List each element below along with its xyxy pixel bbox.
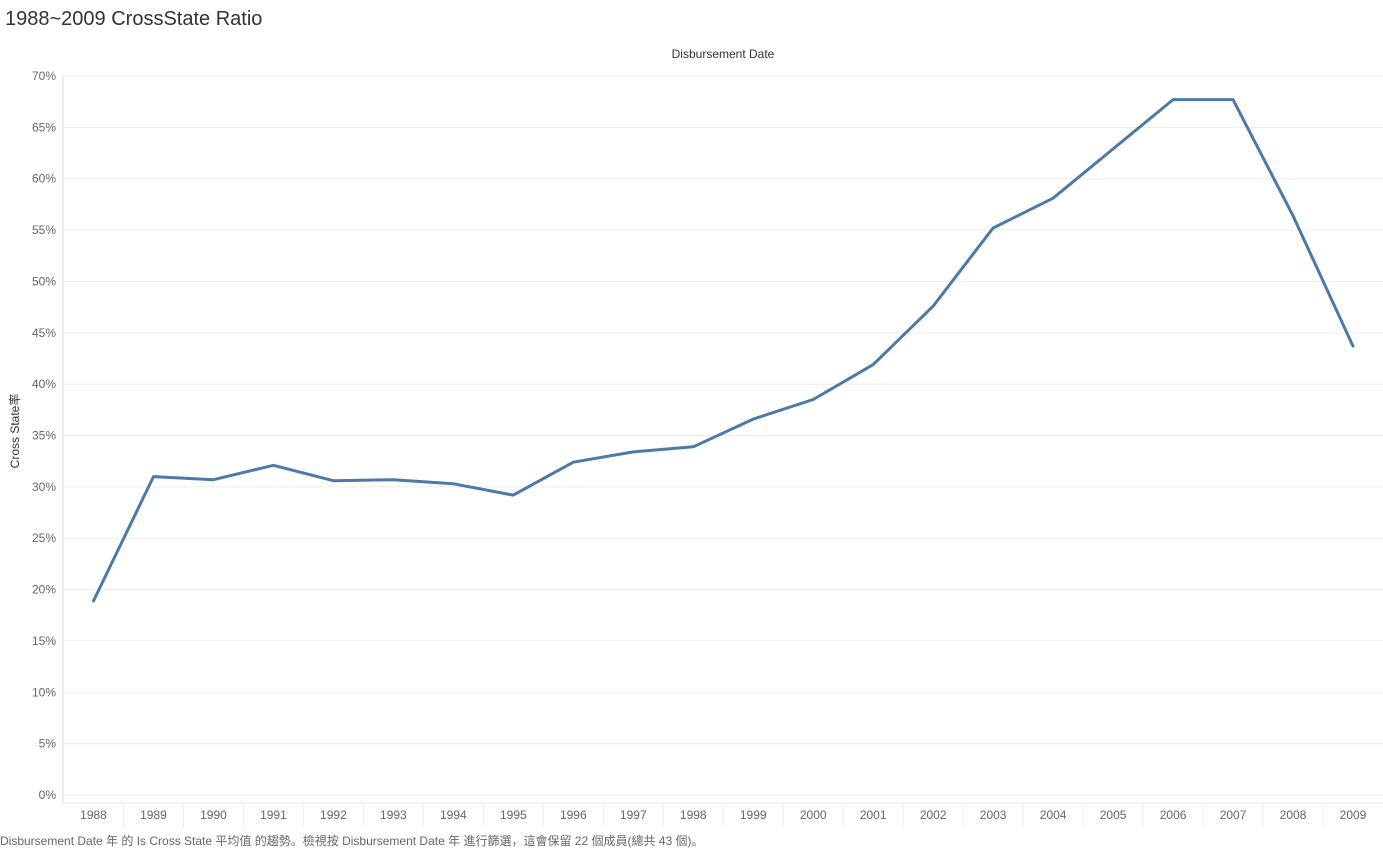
data-point[interactable] [567,456,579,468]
x-tick-label: 1997 [620,808,647,822]
data-point[interactable] [207,474,219,486]
x-tick-label: 2000 [800,808,827,822]
data-point[interactable] [1347,340,1359,352]
x-tick-label: 2003 [980,808,1007,822]
y-tick-label: 25% [32,531,56,545]
line-chart: Disbursement Date Cross State率 0% 5% 10% 15… [7,47,1383,827]
x-axis-title: Disbursement Date [672,47,775,61]
x-axis-ticks: 1988 1989 1990 1991 1992 1993 1994 1995 1996 1997… [80,803,1367,827]
data-point[interactable] [1047,192,1059,204]
y-tick-label: 0% [39,788,57,802]
data-point[interactable] [987,222,999,234]
y-tick-label: 70% [32,69,56,83]
y-tick-label: 50% [32,274,56,288]
y-tick-label: 60% [32,172,56,186]
y-tick-label: 65% [32,120,56,134]
data-point[interactable] [1167,94,1179,106]
y-tick-label: 55% [32,223,56,237]
y-tick-label: 40% [32,377,56,391]
y-tick-label: 5% [39,737,57,751]
data-point[interactable] [387,474,399,486]
x-tick-label: 1992 [320,808,347,822]
y-tick-label: 45% [32,326,56,340]
series-line [92,98,1355,603]
x-tick-label: 2004 [1040,808,1067,822]
data-point[interactable] [1107,143,1119,155]
x-tick-label: 2007 [1220,808,1247,822]
x-tick-label: 1999 [740,808,767,822]
x-tick-label: 1998 [680,808,707,822]
data-point[interactable] [147,471,159,483]
x-tick-label: 2001 [860,808,887,822]
x-tick-label: 1995 [500,808,527,822]
y-axis-ticks: 0% 5% 10% 15% 20% 25% 30% 35% 40% 45% 50% 55% 60% 65%… [32,69,56,802]
y-tick-label: 35% [32,429,56,443]
data-point[interactable] [1287,210,1299,222]
data-point[interactable] [627,446,639,458]
data-point[interactable] [267,459,279,471]
data-point[interactable] [747,413,759,425]
y-tick-label: 10% [32,685,56,699]
data-point[interactable] [507,489,519,501]
series-layer [88,94,1359,607]
gridlines [62,75,1383,804]
x-tick-label: 2009 [1340,808,1367,822]
y-tick-label: 20% [32,583,56,597]
chart-title: 1988~2009 CrossState Ratio [5,8,263,30]
y-axis-title: Cross State率 [7,394,22,469]
data-point[interactable] [327,475,339,487]
data-point[interactable] [687,441,699,453]
x-tick-label: 1994 [440,808,467,822]
x-tick-label: 2002 [920,808,947,822]
data-point[interactable] [927,300,939,312]
data-point[interactable] [88,595,100,607]
x-tick-label: 1996 [560,808,587,822]
data-point[interactable] [1227,94,1239,106]
x-tick-label: 2005 [1100,808,1127,822]
y-tick-label: 30% [32,480,56,494]
x-tick-label: 1991 [260,808,287,822]
x-tick-label: 1988 [80,808,107,822]
x-tick-label: 1993 [380,808,407,822]
chart-caption: Disbursement Date 年 的 Is Cross State 平均值… [0,834,704,848]
y-tick-label: 15% [32,634,56,648]
x-tick-label: 1989 [140,808,167,822]
data-point[interactable] [807,394,819,406]
x-tick-label: 2006 [1160,808,1187,822]
data-point[interactable] [447,478,459,490]
x-tick-label: 2008 [1280,808,1307,822]
data-point[interactable] [867,359,879,371]
x-tick-label: 1990 [200,808,227,822]
